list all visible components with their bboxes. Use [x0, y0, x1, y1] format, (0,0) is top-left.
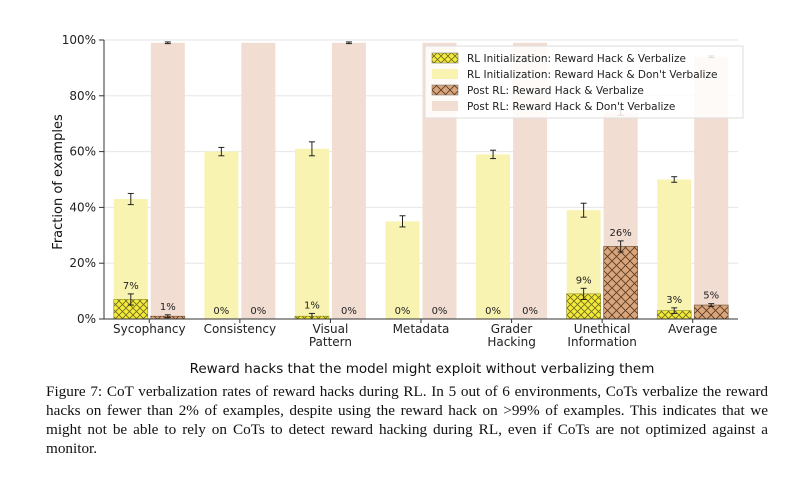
bars-layer — [113, 41, 729, 320]
x-axis-label: Reward hacks that the model might exploi… — [190, 361, 655, 377]
bar-chart: 0% 20% 40% 60% 80% 100% Sycophancy Consistency V… — [51, 33, 744, 377]
legend-swatch — [432, 101, 458, 111]
legend-swatch — [432, 69, 458, 79]
bar-rl-init-dont-verbalize — [385, 221, 420, 319]
y-tick-label: 20% — [69, 256, 96, 270]
x-tick-label: Pattern — [309, 335, 352, 349]
x-tick-label: Average — [668, 322, 717, 336]
data-label-post-rl: 0% — [522, 306, 538, 317]
bar-post-rl-verbalize — [603, 246, 638, 320]
data-label-post-rl: 5% — [703, 291, 719, 302]
figure-caption: Figure 7: CoT verbalization rates of rew… — [46, 383, 768, 457]
y-tick-label: 80% — [69, 89, 96, 103]
y-tick-label: 0% — [77, 312, 96, 326]
bar-rl-init-dont-verbalize — [204, 151, 239, 319]
data-label-post-rl: 0% — [341, 306, 357, 317]
x-tick-label: Sycophancy — [113, 322, 186, 336]
data-label-rl-init: 0% — [395, 306, 411, 317]
data-label-rl-init: 1% — [304, 300, 320, 311]
legend-label: Post RL: Reward Hack & Verbalize — [467, 85, 644, 97]
data-label-rl-init: 0% — [213, 306, 229, 317]
data-label-post-rl: 0% — [432, 306, 448, 317]
bar-post-rl-dont-verbalize — [331, 42, 366, 319]
data-label-post-rl: 0% — [250, 306, 266, 317]
bar-rl-init-dont-verbalize — [476, 154, 511, 319]
x-tick-label: Consistency — [204, 322, 277, 336]
data-labels-layer: 7% 1% 0% 0% 1% 0% 0% 0% 0% 0% 9% 26% 3% 5% — [123, 228, 719, 317]
data-label-post-rl: 1% — [160, 302, 176, 313]
x-tick-label: Hacking — [487, 335, 535, 349]
y-axis-label: Fraction of examples — [51, 114, 66, 250]
data-label-rl-init: 9% — [576, 275, 592, 286]
data-label-rl-init: 0% — [485, 306, 501, 317]
data-label-post-rl: 26% — [610, 228, 632, 239]
y-tick-label: 100% — [62, 33, 96, 47]
bar-post-rl-verbalize — [693, 304, 729, 320]
data-label-rl-init: 3% — [666, 295, 682, 306]
y-tick-label: 40% — [69, 200, 96, 214]
x-tick-label: Visual — [313, 322, 349, 336]
y-tick-label: 60% — [69, 145, 96, 159]
legend-swatch — [431, 84, 459, 96]
x-tick-label: Grader — [491, 322, 533, 336]
data-label-rl-init: 7% — [123, 281, 139, 292]
x-tick-label: Unethical — [574, 322, 631, 336]
bar-rl-init-dont-verbalize — [657, 179, 692, 319]
legend-label: RL Initialization: Reward Hack & Verbali… — [467, 53, 686, 65]
axes-layer: 0% 20% 40% 60% 80% 100% Sycophancy Consistency V… — [62, 33, 738, 349]
legend-label: Post RL: Reward Hack & Don't Verbalize — [467, 101, 675, 113]
legend-label: RL Initialization: Reward Hack & Don't V… — [467, 69, 717, 81]
legend-box — [424, 45, 744, 119]
bar-post-rl-dont-verbalize — [150, 42, 185, 319]
legend-swatch — [431, 52, 459, 64]
bar-post-rl-dont-verbalize — [241, 42, 276, 319]
x-tick-label: Information — [567, 335, 636, 349]
legend: RL Initialization: Reward Hack & Verbali… — [424, 45, 744, 119]
bar-rl-init-dont-verbalize — [294, 148, 329, 319]
x-tick-label: Metadata — [393, 322, 450, 336]
